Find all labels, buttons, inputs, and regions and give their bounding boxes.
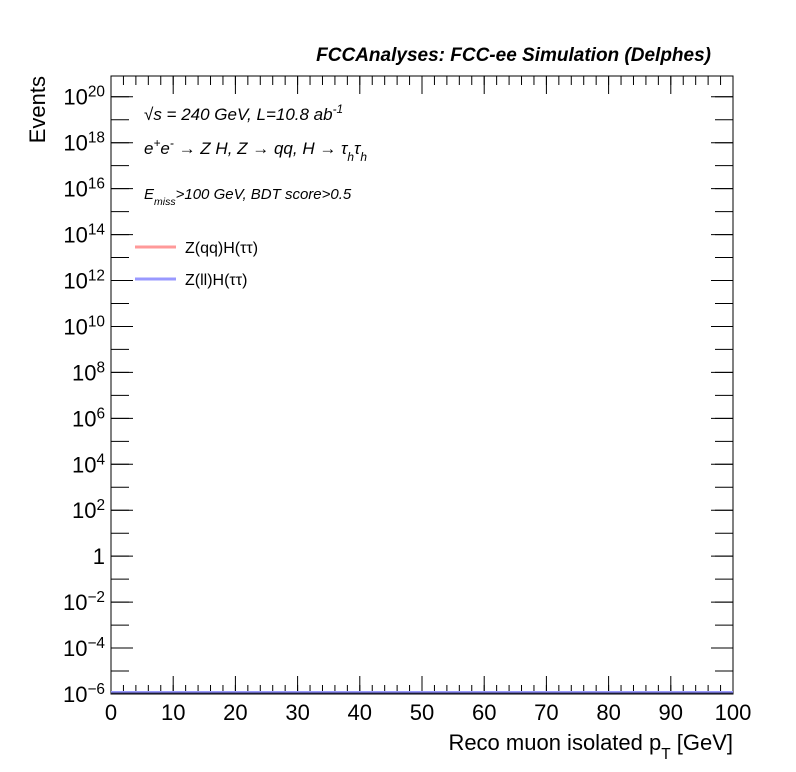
annotation-part: → Z H, Z → qq, H → τ [174, 139, 349, 158]
x-tick-label: 20 [223, 700, 247, 725]
x-tick-label: 40 [348, 700, 372, 725]
annotation-part: E [144, 186, 155, 203]
y-tick-label: 102 [72, 497, 105, 524]
y-tick-label: 1018 [63, 129, 105, 156]
y-tick-label: 1012 [63, 267, 105, 294]
annotation-part: τ [354, 139, 362, 158]
y-tick-label: 1 [93, 544, 105, 569]
x-tick-label: 10 [161, 700, 185, 725]
x-tick-label: 30 [285, 700, 309, 725]
annotation-part: e [144, 139, 153, 158]
annotation: √s = 240 GeV, L=10.8 ab-1 [144, 102, 343, 124]
legend-label: Z(qq)H(ττ) [185, 240, 258, 257]
x-tick-label: 60 [472, 700, 496, 725]
y-tick-label: 104 [72, 451, 105, 478]
annotation: e+e- → Z H, Z → qq, H → τhτh [144, 136, 367, 164]
x-axis-label-part: Reco muon isolated p [448, 730, 661, 755]
y-tick-label: 106 [72, 405, 105, 432]
x-tick-label: 0 [105, 700, 117, 725]
y-tick-label: 108 [72, 359, 105, 386]
annotation: Emiss>100 GeV, BDT score>0.5 [144, 186, 352, 208]
chart-title: FCCAnalyses: FCC-ee Simulation (Delphes) [316, 45, 711, 66]
annotation-part: h [347, 150, 354, 164]
annotation-part: >100 GeV, BDT score>0.5 [176, 186, 352, 203]
x-tick-label: 90 [659, 700, 683, 725]
x-tick-label: 80 [596, 700, 620, 725]
annotation-part: miss [154, 196, 176, 208]
annotation-part: h [360, 150, 367, 164]
x-axis-label: Reco muon isolated pT [GeV] [448, 730, 733, 763]
y-tick-label: 1010 [63, 313, 105, 340]
annotation-part: e [160, 139, 169, 158]
y-tick-label: 1016 [63, 175, 105, 202]
annotation-part: -1 [333, 102, 344, 116]
annotation-part: √s = 240 GeV, L=10.8 ab [144, 105, 333, 124]
plot-frame [110, 75, 734, 695]
annotation-part: - [170, 136, 174, 150]
y-tick-label: 10−6 [63, 681, 105, 708]
x-tick-label: 100 [715, 700, 752, 725]
annotation-part: + [153, 136, 160, 150]
y-tick-label: 1020 [63, 83, 105, 110]
y-tick-label: 1014 [63, 221, 105, 248]
x-axis-label-part: [GeV] [671, 730, 733, 755]
x-axis-label-part: T [661, 746, 671, 763]
x-tick-label: 50 [410, 700, 434, 725]
y-tick-label: 10−4 [63, 635, 105, 662]
y-axis-label: Events [25, 76, 50, 143]
x-tick-label: 70 [534, 700, 558, 725]
legend-label: Z(ll)H(ττ) [185, 272, 247, 289]
y-tick-label: 10−2 [63, 589, 105, 616]
